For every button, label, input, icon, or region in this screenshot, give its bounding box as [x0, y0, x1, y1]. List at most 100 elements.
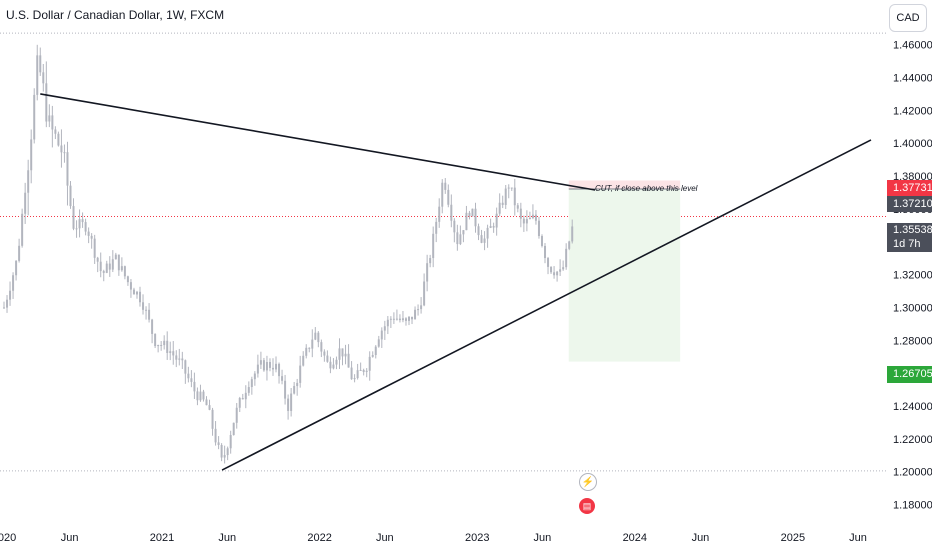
candle-body	[154, 333, 157, 347]
y-tick-label: 1.30000	[893, 302, 932, 314]
candle-body	[87, 231, 90, 236]
candle-body	[241, 398, 244, 400]
candle-body	[160, 345, 163, 347]
candle-body	[290, 393, 293, 411]
stop-zone	[568, 180, 681, 190]
candle-body	[435, 221, 438, 234]
candle-body	[441, 182, 444, 207]
candle-body	[423, 281, 426, 306]
candle-body	[229, 434, 232, 449]
candle-body	[99, 261, 102, 272]
candle-body	[504, 188, 507, 205]
candle-body	[329, 361, 332, 369]
x-tick-label: 2024	[623, 532, 647, 544]
candle-body	[417, 309, 420, 311]
candle-body	[129, 282, 132, 290]
candle-body	[163, 340, 166, 346]
candle-body	[426, 263, 429, 282]
candle-body	[214, 428, 217, 443]
candle-body	[193, 381, 196, 392]
candle-body	[238, 398, 241, 408]
candle-body	[374, 346, 377, 356]
candle-body	[462, 230, 465, 235]
candle-body	[63, 152, 66, 154]
candle-body	[132, 289, 135, 295]
candle-body	[78, 219, 81, 229]
candle-body	[432, 233, 435, 259]
candle-body	[362, 369, 365, 373]
candle-body	[544, 245, 547, 259]
candle-body	[262, 360, 265, 371]
countdown-tag: 1d 7h	[887, 237, 932, 252]
y-tick-label: 1.42000	[893, 105, 932, 117]
candle-body	[169, 351, 172, 353]
candle-body	[9, 290, 12, 300]
candle-body	[275, 363, 278, 370]
candle-body	[151, 319, 154, 334]
candle-body	[75, 228, 78, 230]
candle-body	[495, 213, 498, 228]
candle-body	[105, 263, 108, 273]
candle-body	[42, 72, 45, 84]
candle-body	[389, 318, 392, 320]
candle-body	[568, 241, 571, 249]
candle-body	[438, 206, 441, 222]
candle-body	[353, 378, 356, 380]
candle-body	[528, 217, 531, 220]
entry-price-tag: 1.37210	[887, 196, 932, 212]
candle-body	[486, 227, 489, 239]
y-tick-label: 1.22000	[893, 434, 932, 446]
candle-body	[489, 226, 492, 228]
candle-body	[377, 339, 380, 347]
candle-body	[48, 115, 51, 122]
candle-body	[145, 309, 148, 311]
candle-body	[299, 365, 302, 383]
candle-body	[184, 360, 187, 374]
candle-body	[559, 269, 562, 272]
lightning-icon[interactable]: ⚡	[579, 473, 597, 491]
candle-body	[220, 445, 223, 458]
candle-body	[326, 355, 329, 362]
candle-body	[117, 254, 120, 271]
support-trendline	[221, 139, 872, 471]
x-tick-label: 2020	[0, 532, 16, 544]
candle-body	[202, 391, 205, 400]
candle-body	[39, 55, 42, 73]
cut-annotation: CUT, if close above this level	[595, 184, 698, 193]
candle-body	[380, 330, 383, 340]
candle-body	[12, 275, 15, 291]
candle-body	[208, 405, 211, 410]
candle-body	[247, 387, 250, 393]
y-tick-label: 1.28000	[893, 335, 932, 347]
candle-body	[15, 260, 18, 276]
candle-body	[172, 351, 175, 356]
candle-body	[395, 318, 398, 320]
candle-body	[190, 378, 193, 382]
candle-body	[3, 307, 5, 309]
candle-body	[540, 236, 543, 246]
candle-body	[401, 318, 404, 321]
chart-title: U.S. Dollar / Canadian Dollar, 1W, FXCM	[6, 8, 225, 22]
candle-body	[226, 448, 229, 456]
candle-body	[120, 266, 123, 271]
candle-body	[525, 219, 528, 224]
candle-body	[287, 398, 290, 411]
candle-body	[232, 422, 235, 435]
current-price-tag: 1.35538	[887, 223, 932, 237]
candle-body	[371, 355, 374, 357]
candle-body	[157, 345, 160, 347]
candle-body	[341, 348, 344, 357]
candle-body	[465, 212, 468, 231]
candle-body	[69, 185, 72, 207]
candle-body	[456, 232, 459, 245]
currency-button[interactable]: CAD	[889, 4, 927, 32]
candle-body	[268, 362, 271, 368]
flag-icon[interactable]: ▤	[579, 498, 595, 514]
candle-body	[24, 192, 27, 214]
x-tick-label: 2025	[781, 532, 805, 544]
candle-body	[498, 202, 501, 214]
y-tick-label: 1.18000	[893, 500, 932, 512]
x-tick-label: Jun	[692, 532, 710, 544]
candle-body	[72, 206, 75, 229]
